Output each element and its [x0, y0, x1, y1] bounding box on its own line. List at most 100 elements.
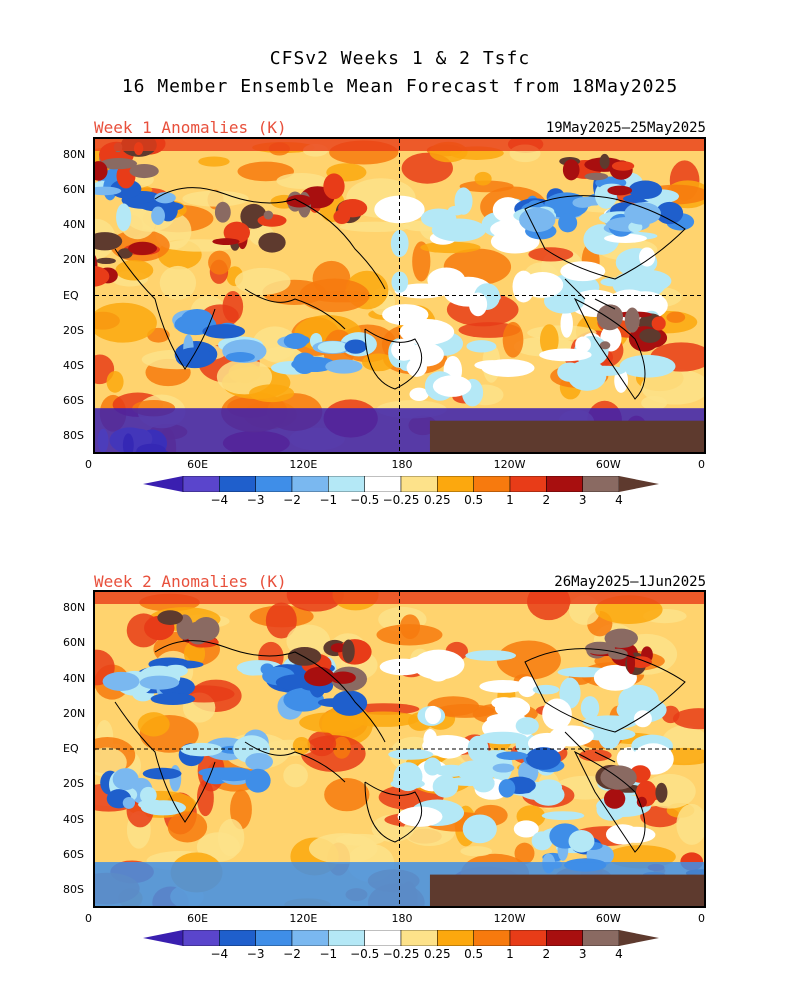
- anomaly-patch-hot: [96, 257, 116, 265]
- anomaly-patch-neutral: [479, 680, 527, 693]
- lon-tick-label: 60E: [187, 458, 209, 471]
- lon-tick-label: 120W: [493, 912, 526, 925]
- anomaly-patch-neutral: [515, 717, 539, 735]
- lat-tick-label: 40S: [63, 358, 84, 372]
- anomaly-patch-neutral: [390, 778, 425, 789]
- lat-tick-label: 60N: [63, 183, 86, 197]
- anomaly-patch-warm: [666, 311, 686, 323]
- anomaly-patch-cool: [142, 767, 182, 780]
- anomaly-patch-hot: [117, 248, 133, 259]
- anomaly-patch-neutral: [388, 749, 434, 760]
- anomaly-patch-cool: [245, 753, 273, 771]
- anomaly-patch-warm: [292, 737, 311, 755]
- anomaly-patch-hot: [636, 796, 647, 808]
- anomaly-patch-warm: [676, 803, 704, 845]
- anomaly-patch-cool: [558, 213, 578, 233]
- anomaly-patch-neutral: [616, 696, 667, 724]
- colorbar-tick-label: −0.25: [382, 493, 420, 507]
- colorbar-swatch: [219, 475, 256, 493]
- coastline: [154, 187, 386, 290]
- anomaly-patch-neutral: [567, 359, 607, 391]
- anomaly-patch-warm: [182, 190, 249, 207]
- lat-tick-label: 80S: [63, 429, 84, 442]
- lon-tick-label: 60W: [595, 458, 621, 471]
- anomaly-patch-neutral: [633, 710, 652, 728]
- colorbar-swatch: [546, 475, 583, 493]
- anomaly-patch-warm: [514, 842, 535, 865]
- colorbar-tick-label: −1: [319, 493, 338, 507]
- colorbar-tick-label: −0.5: [350, 493, 380, 507]
- anomaly-patch-hot: [214, 201, 231, 223]
- colorbar-swatch: [473, 929, 511, 947]
- anomaly-patch-warm: [265, 602, 297, 639]
- anomaly-patch-cool: [150, 692, 196, 705]
- anomaly-patch-cool: [154, 192, 176, 204]
- anomaly-patch-neutral: [481, 359, 535, 377]
- anomaly-patch-neutral: [462, 814, 497, 844]
- anomaly-patch-warm: [412, 241, 431, 282]
- anomaly-map-week1: [93, 137, 706, 454]
- anomaly-patch-cool: [525, 747, 561, 770]
- lon-tick-label: 180: [391, 458, 413, 471]
- colorbar-tick-label: −1: [319, 947, 338, 961]
- anomaly-patch-warm: [641, 395, 668, 411]
- anomaly-patch-warm: [672, 708, 704, 730]
- anomaly-patch-neutral: [605, 824, 639, 845]
- colorbar-tick-label: −2: [283, 947, 301, 961]
- anomaly-patch-neutral: [468, 292, 488, 317]
- anomaly-patch-neutral: [379, 658, 426, 676]
- anomaly-patch-warm: [474, 171, 492, 186]
- colorbar-tick-label: 2: [542, 947, 551, 961]
- coastline: [364, 328, 423, 390]
- anomaly-patch-cool: [655, 201, 684, 225]
- colorbar-tick-label: 0.5: [464, 947, 484, 961]
- anomaly-patch-cool: [139, 675, 180, 690]
- anomaly-patch-neutral: [604, 233, 648, 244]
- anomaly-patch-hot: [599, 153, 610, 170]
- lon-tick-label: 180: [391, 912, 413, 925]
- colorbar-tick-label: 0.5: [464, 493, 484, 507]
- anomaly-patch-cool: [492, 763, 515, 773]
- anomaly-patch-neutral: [600, 277, 627, 287]
- coastline: [114, 248, 216, 370]
- anomaly-patch-warm: [307, 731, 337, 757]
- lat-tick-label: 20N: [63, 706, 86, 720]
- anomaly-patch-warm: [460, 846, 493, 857]
- anomaly-patch-hot: [626, 651, 636, 674]
- anomaly-patch-hot: [128, 241, 158, 255]
- anomaly-patch-warm: [217, 818, 245, 857]
- anomaly-map-week2: [93, 590, 706, 908]
- lat-tick-label: 40N: [63, 218, 86, 232]
- colorbar-swatch: [364, 475, 402, 493]
- colorbar-tick-label: 4: [615, 493, 623, 507]
- lat-tick-label: EQ: [63, 742, 79, 755]
- anomaly-patch-neutral: [580, 696, 600, 720]
- anomaly-patch-hot: [639, 328, 661, 343]
- anomaly-patch-neutral: [431, 218, 486, 242]
- lat-tick-label: 80N: [63, 148, 86, 161]
- anomaly-patch-warm: [115, 259, 154, 281]
- lat-tick-label: 80S: [63, 883, 84, 896]
- anomaly-patch-hot: [611, 161, 635, 171]
- colorbar-swatch: [437, 475, 474, 493]
- anomaly-patch-hot: [258, 232, 286, 253]
- anomaly-patch-neutral: [541, 811, 585, 821]
- anomaly-patch-hot: [651, 316, 666, 331]
- anomaly-patch-hot: [655, 782, 668, 803]
- anomaly-patch-neutral: [424, 705, 442, 725]
- anomaly-patch-cool: [116, 203, 132, 232]
- arctic-band: [95, 139, 704, 151]
- lon-tick-label: 120E: [289, 458, 318, 471]
- colorbar-end-left: [143, 930, 183, 946]
- colorbar-swatch: [291, 475, 329, 493]
- lon-tick-label: 120W: [493, 458, 526, 471]
- colorbar-swatch: [546, 929, 583, 947]
- anomaly-patch-neutral: [399, 319, 455, 345]
- coastline: [524, 195, 686, 280]
- panel-label-week1: Week 1 Anomalies (K): [94, 118, 287, 137]
- anomaly-patch-neutral: [593, 664, 637, 691]
- anomaly-patch-cool: [344, 339, 367, 354]
- anomaly-patch-cool: [151, 206, 165, 225]
- anomaly-patch-neutral: [560, 261, 606, 282]
- colorbar-swatch: [364, 929, 402, 947]
